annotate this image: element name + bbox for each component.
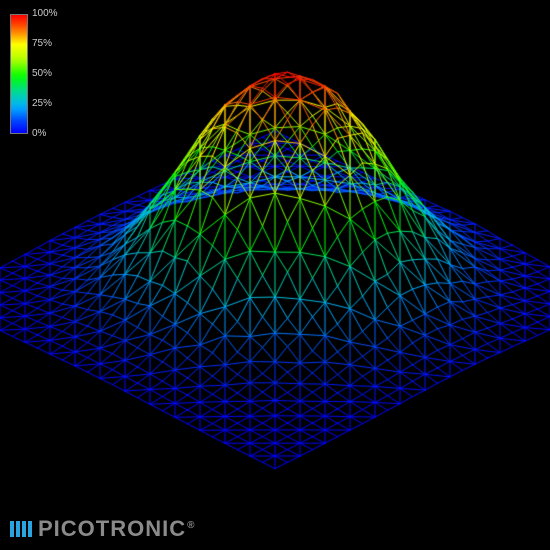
color-legend-labels: 100%75%50%25%0% bbox=[32, 14, 72, 134]
brand-footer: PICOTRONIC® bbox=[10, 516, 196, 542]
surface-plot-canvas bbox=[0, 0, 550, 550]
legend-tick-label: 25% bbox=[32, 99, 72, 109]
brand-name: PICOTRONIC bbox=[38, 516, 186, 541]
legend-tick-label: 50% bbox=[32, 69, 72, 79]
brand-icon bbox=[10, 518, 32, 540]
chart-stage: 100% 75% 50% 25% 0% PICOTRONIC® bbox=[0, 0, 550, 550]
brand-registered: ® bbox=[187, 520, 195, 531]
legend-tick-label: 75% bbox=[32, 39, 72, 49]
color-legend: 100%75%50%25%0% bbox=[10, 14, 70, 134]
brand-text: PICOTRONIC® bbox=[38, 516, 196, 542]
legend-tick-label: 0% bbox=[32, 129, 72, 139]
color-legend-bar bbox=[10, 14, 28, 134]
legend-tick-label: 100% bbox=[32, 9, 72, 19]
